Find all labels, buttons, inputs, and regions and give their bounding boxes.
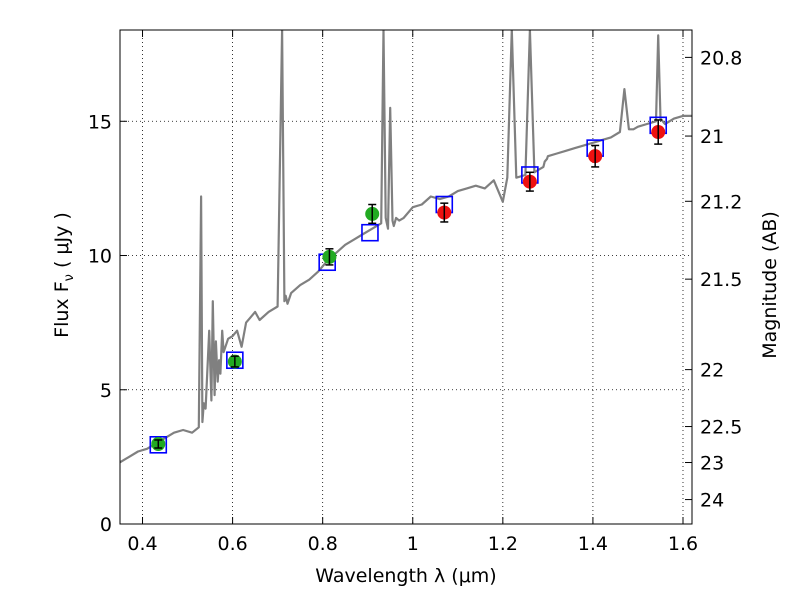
y-tick-label: 15 <box>88 111 112 133</box>
tick-marks <box>120 30 692 525</box>
y2-tick-label: 20.8 <box>700 47 742 69</box>
right-axis-label: Magnitude (AB) <box>759 211 781 359</box>
y-tick-label: 0 <box>100 514 112 536</box>
x-tick-label: 1.2 <box>488 533 518 555</box>
y-tick-label: 10 <box>88 246 112 268</box>
y2-tick-label: 24 <box>700 490 724 512</box>
model-box-marker <box>361 223 379 242</box>
x-tick-label: 0.4 <box>127 533 157 555</box>
model-box-marker <box>149 435 168 454</box>
marker-layer <box>149 116 668 454</box>
y-axis-label-subscript: ν <box>62 274 77 281</box>
y2-tick-label: 22 <box>700 360 724 382</box>
y2-tick-label: 22.5 <box>700 417 742 439</box>
x-tick-label: 1.6 <box>668 533 698 555</box>
spectrum-line <box>120 30 692 464</box>
y2-tick-label: 21.5 <box>700 269 742 291</box>
x-tick-label: 0.8 <box>308 533 338 555</box>
y2-tick-label: 21.2 <box>700 191 742 213</box>
y-tick-label: 5 <box>100 380 112 402</box>
x-tick-label: 1 <box>407 533 419 555</box>
spectrum-layer <box>120 30 692 464</box>
tick-labels: 0.4 0.6 0.8 1 1.2 1.4 1.6 0 5 10 15 20.8 21 21.2 21.5 2… <box>88 47 743 555</box>
y-axis-label-text: Flux F <box>51 281 73 337</box>
y-axis-label-unit: ( μJy ) <box>51 212 73 274</box>
y2-tick-label: 21 <box>700 126 724 148</box>
y-axis-label: Flux Fν ( μJy ) <box>51 212 77 338</box>
y2-tick-label: 23 <box>700 453 724 475</box>
plot-frame <box>119 29 693 525</box>
grid-lines <box>120 30 692 525</box>
x-axis-label: Wavelength λ (μm) <box>315 565 496 587</box>
x-tick-label: 1.4 <box>578 533 608 555</box>
x-tick-label: 0.6 <box>217 533 247 555</box>
